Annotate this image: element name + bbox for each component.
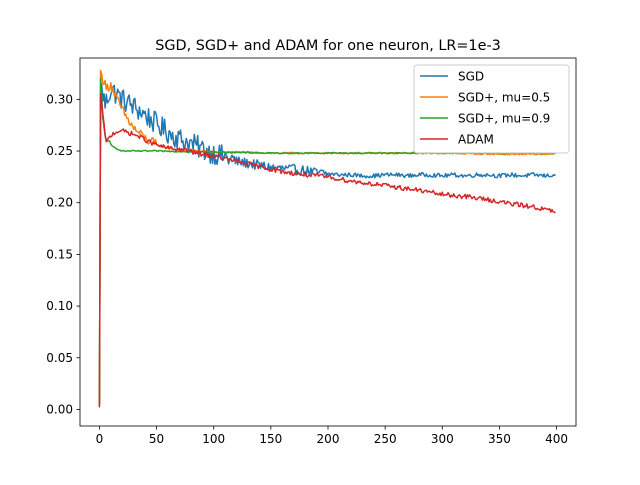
y-tick-label: 0.05 [46, 351, 73, 365]
x-tick-label: 200 [317, 432, 340, 446]
x-tick-label: 400 [545, 432, 568, 446]
y-tick-label: 0.30 [46, 92, 73, 106]
x-tick-label: 250 [374, 432, 397, 446]
y-tick-label: 0.20 [46, 196, 73, 210]
legend-label-1: SGD [458, 70, 484, 84]
y-tick-label: 0.10 [46, 299, 73, 313]
x-tick-label: 50 [149, 432, 164, 446]
x-tick-label: 300 [431, 432, 454, 446]
legend-label-3: SGD+, mu=0.9 [458, 112, 550, 126]
x-tick-label: 0 [96, 432, 104, 446]
y-tick-label: 0.00 [46, 402, 73, 416]
legend: SGD SGD+, mu=0.5 SGD+, mu=0.9 ADAM [414, 65, 569, 153]
y-tick-label: 0.25 [46, 144, 73, 158]
x-tick-label: 150 [259, 432, 282, 446]
chart-title: SGD, SGD+ and ADAM for one neuron, LR=1e… [155, 38, 501, 54]
x-tick-label: 350 [488, 432, 511, 446]
y-tick-label: 0.15 [46, 247, 73, 261]
legend-label-2: SGD+, mu=0.5 [458, 91, 550, 105]
legend-label-4: ADAM [458, 133, 494, 147]
x-tick-label: 100 [202, 432, 225, 446]
